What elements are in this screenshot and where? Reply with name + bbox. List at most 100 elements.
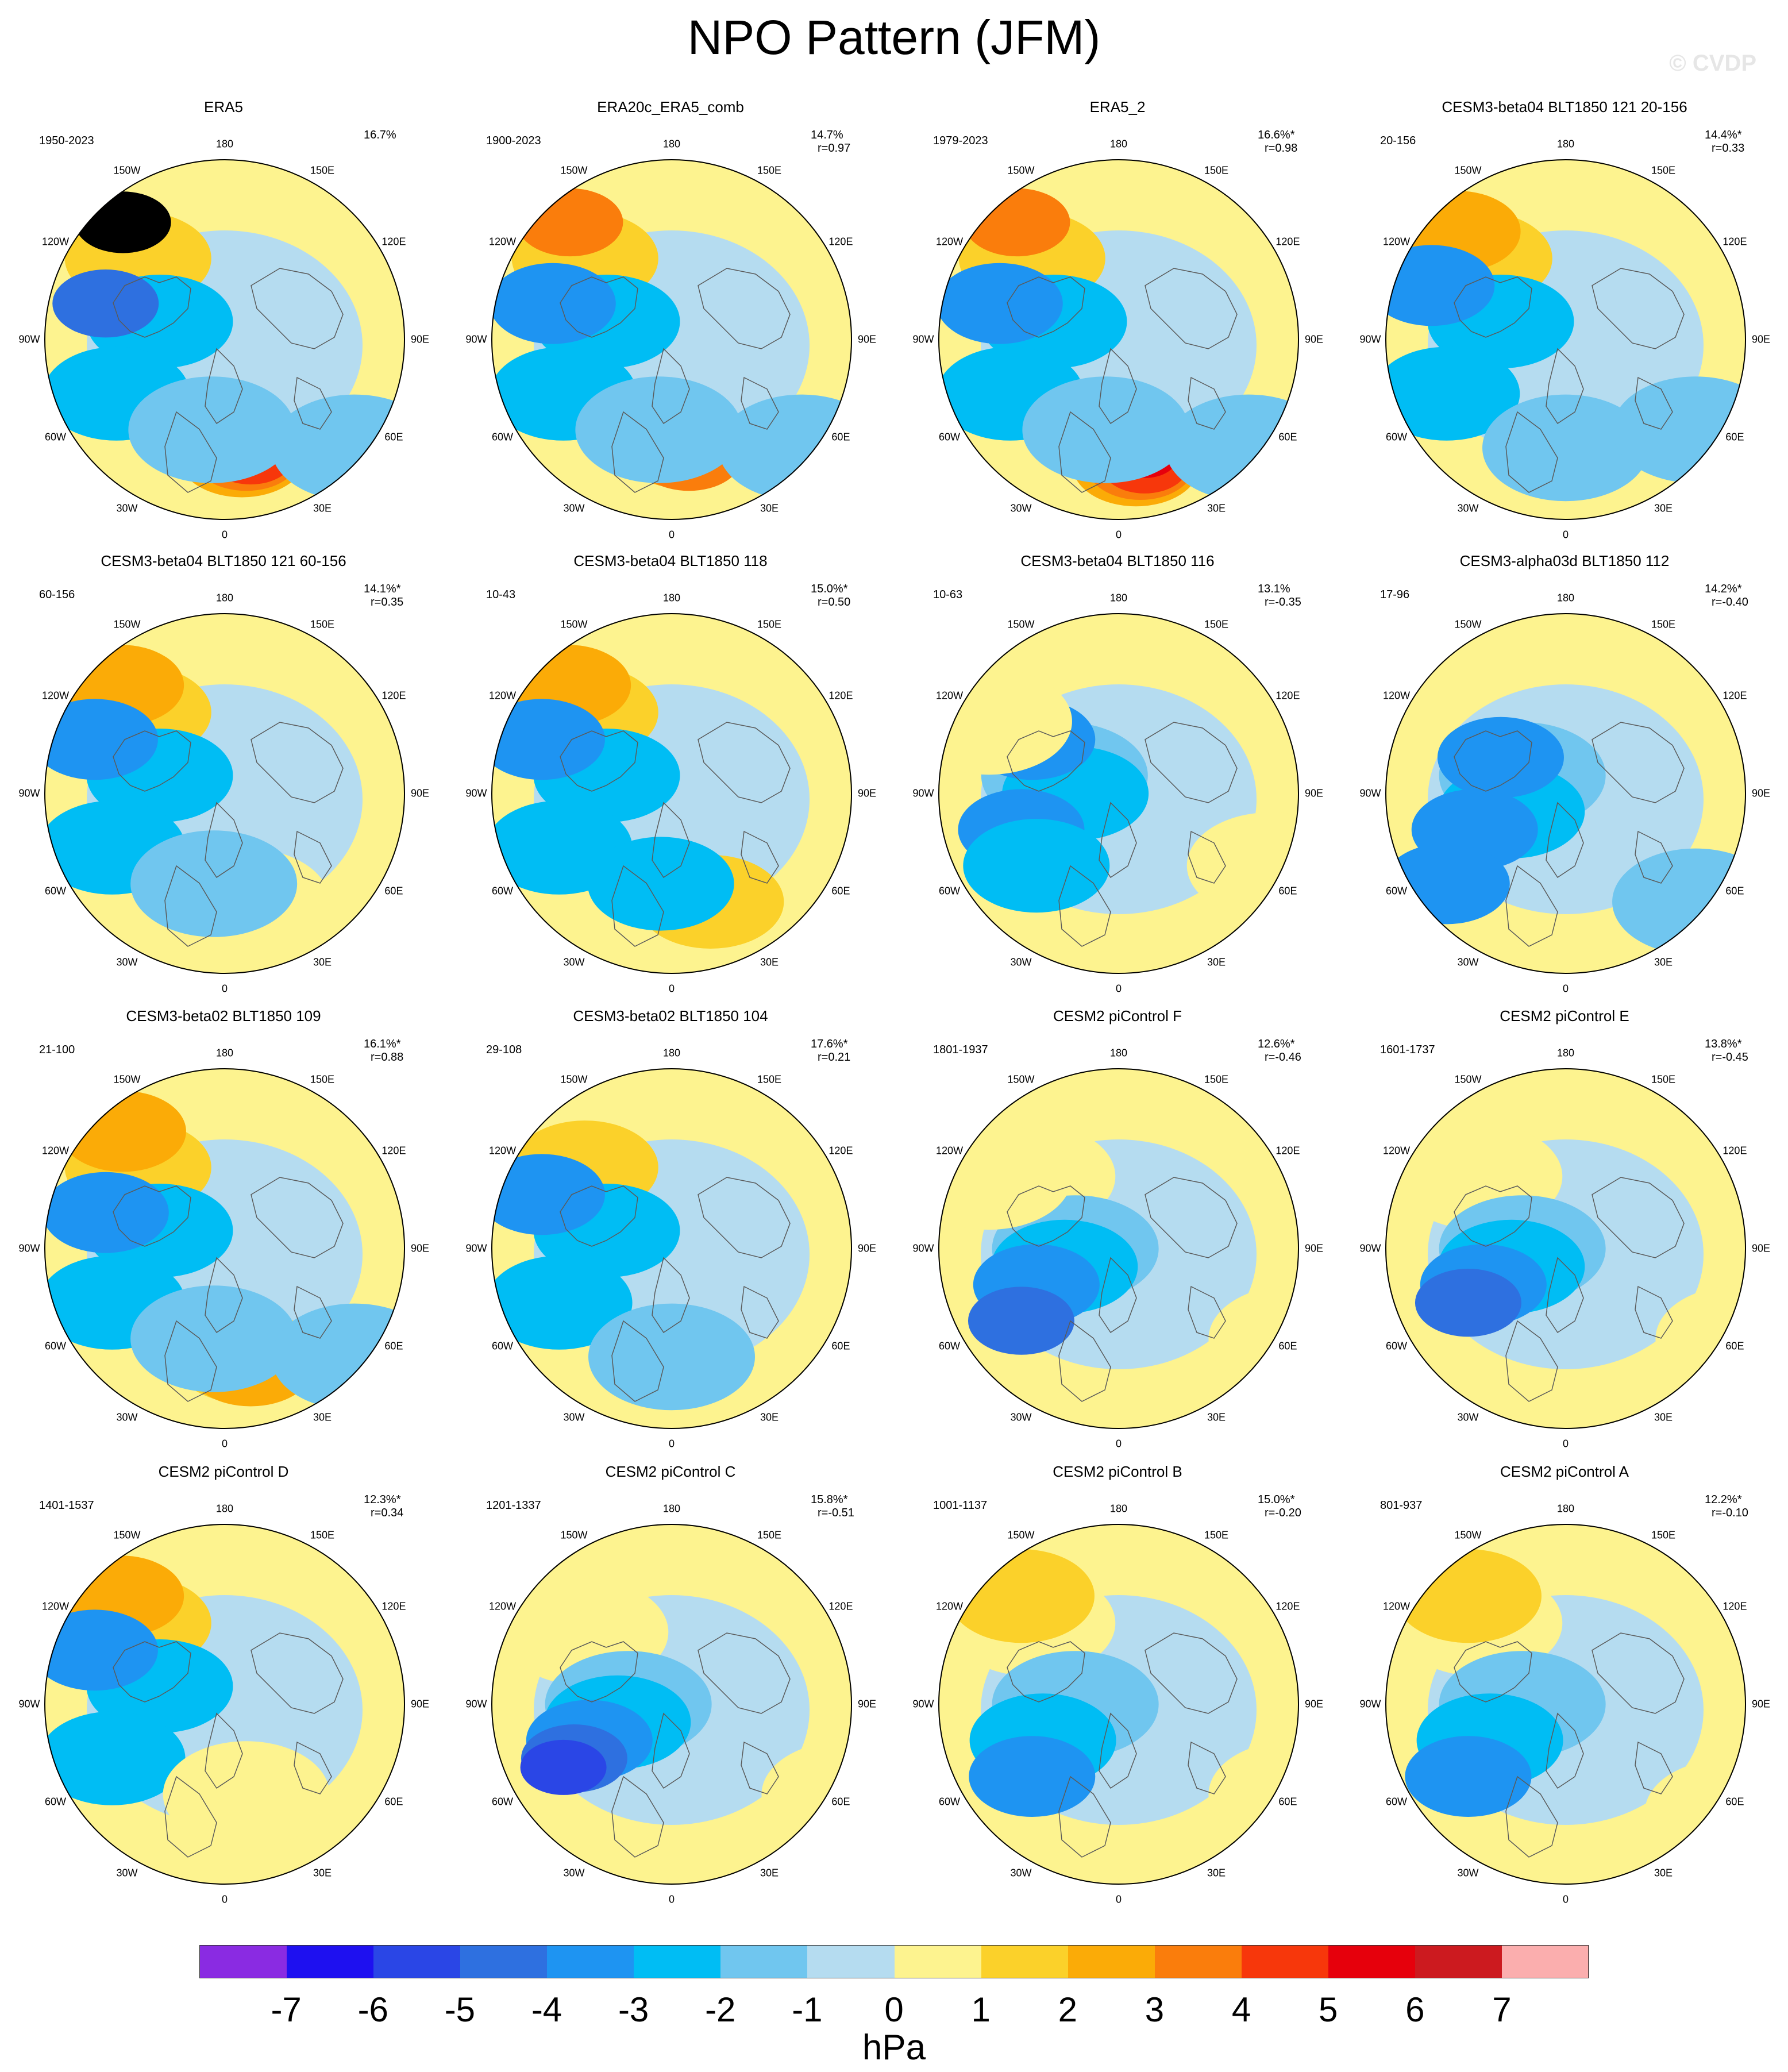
colorbar-swatch (460, 1945, 547, 1978)
anomaly-contour (75, 191, 171, 253)
longitude-label: 0 (1115, 1438, 1122, 1450)
longitude-label: 30W (116, 1411, 138, 1423)
map-panel: ERA5 1950-2023 16.7% 180 150E 120E 90E 60E 30E 0 3… (0, 98, 447, 552)
longitude-label: 180 (215, 138, 234, 150)
pattern-correlation: r=0.34 (371, 1507, 404, 1519)
anomaly-contour (575, 376, 742, 483)
panel-variance-explained: 16.1%* r=0.88 (364, 1038, 403, 1064)
anomaly-contour (491, 263, 616, 344)
longitude-label: 60E (831, 1340, 850, 1352)
longitude-label: 120W (936, 1145, 964, 1157)
longitude-label: 150W (560, 1073, 588, 1085)
longitude-label: 150W (1007, 618, 1035, 630)
anomaly-contour (1385, 346, 1520, 441)
coastline (652, 348, 690, 425)
coastline (1188, 376, 1226, 430)
panel-variance-explained: 13.1% r=-0.35 (1258, 583, 1301, 609)
anomaly-contour (517, 188, 623, 257)
anomaly-contour (128, 376, 295, 483)
coastline (1099, 1712, 1137, 1789)
polar-map (491, 159, 852, 520)
longitude-label: 90W (1359, 787, 1381, 799)
colorbar-swatch (1241, 1945, 1329, 1978)
anomaly-contour (1437, 717, 1564, 798)
panel-variance-explained: 16.7% (364, 129, 396, 142)
polar-map (44, 159, 405, 520)
panel-variance-explained: 15.0%* r=-0.20 (1258, 1493, 1301, 1520)
longitude-label: 180 (1109, 138, 1128, 150)
panel-title: CESM3-beta04 BLT1850 116 (1020, 552, 1215, 569)
map-panel: CESM2 piControl E 1601-1737 13.8%* r=-0.45 1… (1341, 1007, 1788, 1461)
longitude-label: 60E (384, 1340, 403, 1352)
longitude-label: 120E (1276, 236, 1300, 248)
longitude-label: 120W (1383, 1145, 1411, 1157)
longitude-label: 180 (1109, 1047, 1128, 1059)
longitude-label: 120E (1723, 1145, 1747, 1157)
colorbar-tick-label: 6 (1405, 1990, 1425, 2029)
pct-value: 12.3%* (364, 1493, 401, 1506)
longitude-label: 150E (757, 1073, 782, 1085)
colorbar-tick-label: 7 (1492, 1990, 1512, 2029)
coastline (113, 276, 191, 338)
colorbar-swatch (1501, 1945, 1589, 1978)
panel-period: 1950-2023 (39, 134, 94, 147)
coastline (698, 722, 791, 803)
longitude-label: 60W (492, 1796, 514, 1808)
longitude-label: 120E (829, 690, 853, 702)
coastline (294, 376, 332, 430)
pattern-correlation: r=-0.51 (818, 1507, 854, 1519)
pct-value: 13.8%* (1705, 1038, 1742, 1050)
longitude-label: 180 (215, 1503, 234, 1515)
coastline (1188, 1741, 1226, 1794)
longitude-label: 0 (221, 983, 228, 995)
coastline (1058, 865, 1111, 947)
longitude-label: 60W (492, 1340, 514, 1352)
longitude-label: 60W (45, 431, 67, 443)
longitude-label: 150E (757, 618, 782, 630)
coastline (560, 730, 638, 792)
panel-title: ERA5_2 (1089, 98, 1146, 115)
longitude-label: 60E (384, 1796, 403, 1808)
longitude-label: 120E (1276, 690, 1300, 702)
longitude-label: 0 (1115, 529, 1122, 541)
pattern-correlation: r=0.88 (371, 1051, 404, 1064)
map-panel: CESM2 piControl D 1401-1537 12.3%* r=0.34 18… (0, 1462, 447, 1916)
globe-border (44, 159, 405, 520)
longitude-label: 30W (563, 502, 585, 514)
longitude-label: 90E (410, 1698, 430, 1710)
longitude-label: 90E (410, 333, 430, 345)
coastline (1592, 1632, 1685, 1714)
longitude-label: 30W (116, 956, 138, 968)
globe-border (938, 159, 1299, 520)
longitude-label: 120E (382, 236, 406, 248)
longitude-label: 30E (313, 502, 332, 514)
longitude-label: 0 (668, 529, 675, 541)
panel-title: ERA5 (204, 98, 243, 115)
longitude-label: 30W (116, 1867, 138, 1879)
panel-title: CESM2 piControl B (1053, 1463, 1182, 1480)
longitude-label: 90W (465, 333, 487, 345)
longitude-label: 180 (662, 138, 681, 150)
pct-value: 16.6%* (1258, 129, 1295, 141)
coastline (1007, 1641, 1085, 1703)
longitude-label: 90W (1359, 333, 1381, 345)
pattern-correlation: r=-0.20 (1265, 1507, 1301, 1519)
colorbar-swatch (981, 1945, 1068, 1978)
coastline (164, 1776, 217, 1858)
longitude-label: 90E (410, 1242, 430, 1254)
longitude-label: 90E (857, 1242, 877, 1254)
coastline (1505, 865, 1558, 947)
globe-border (938, 1524, 1299, 1885)
longitude-label: 90W (18, 333, 40, 345)
longitude-label: 30W (1457, 956, 1479, 968)
coastline (652, 802, 690, 879)
coastline (1145, 1177, 1238, 1258)
globe-border (938, 1068, 1299, 1429)
colorbar-tick-label: 2 (1058, 1990, 1077, 2029)
longitude-label: 0 (221, 1893, 228, 1905)
coastline (611, 1320, 664, 1402)
longitude-label: 30W (563, 1411, 585, 1423)
pct-value: 16.7% (364, 129, 396, 141)
colorbar-swatch (1328, 1945, 1416, 1978)
